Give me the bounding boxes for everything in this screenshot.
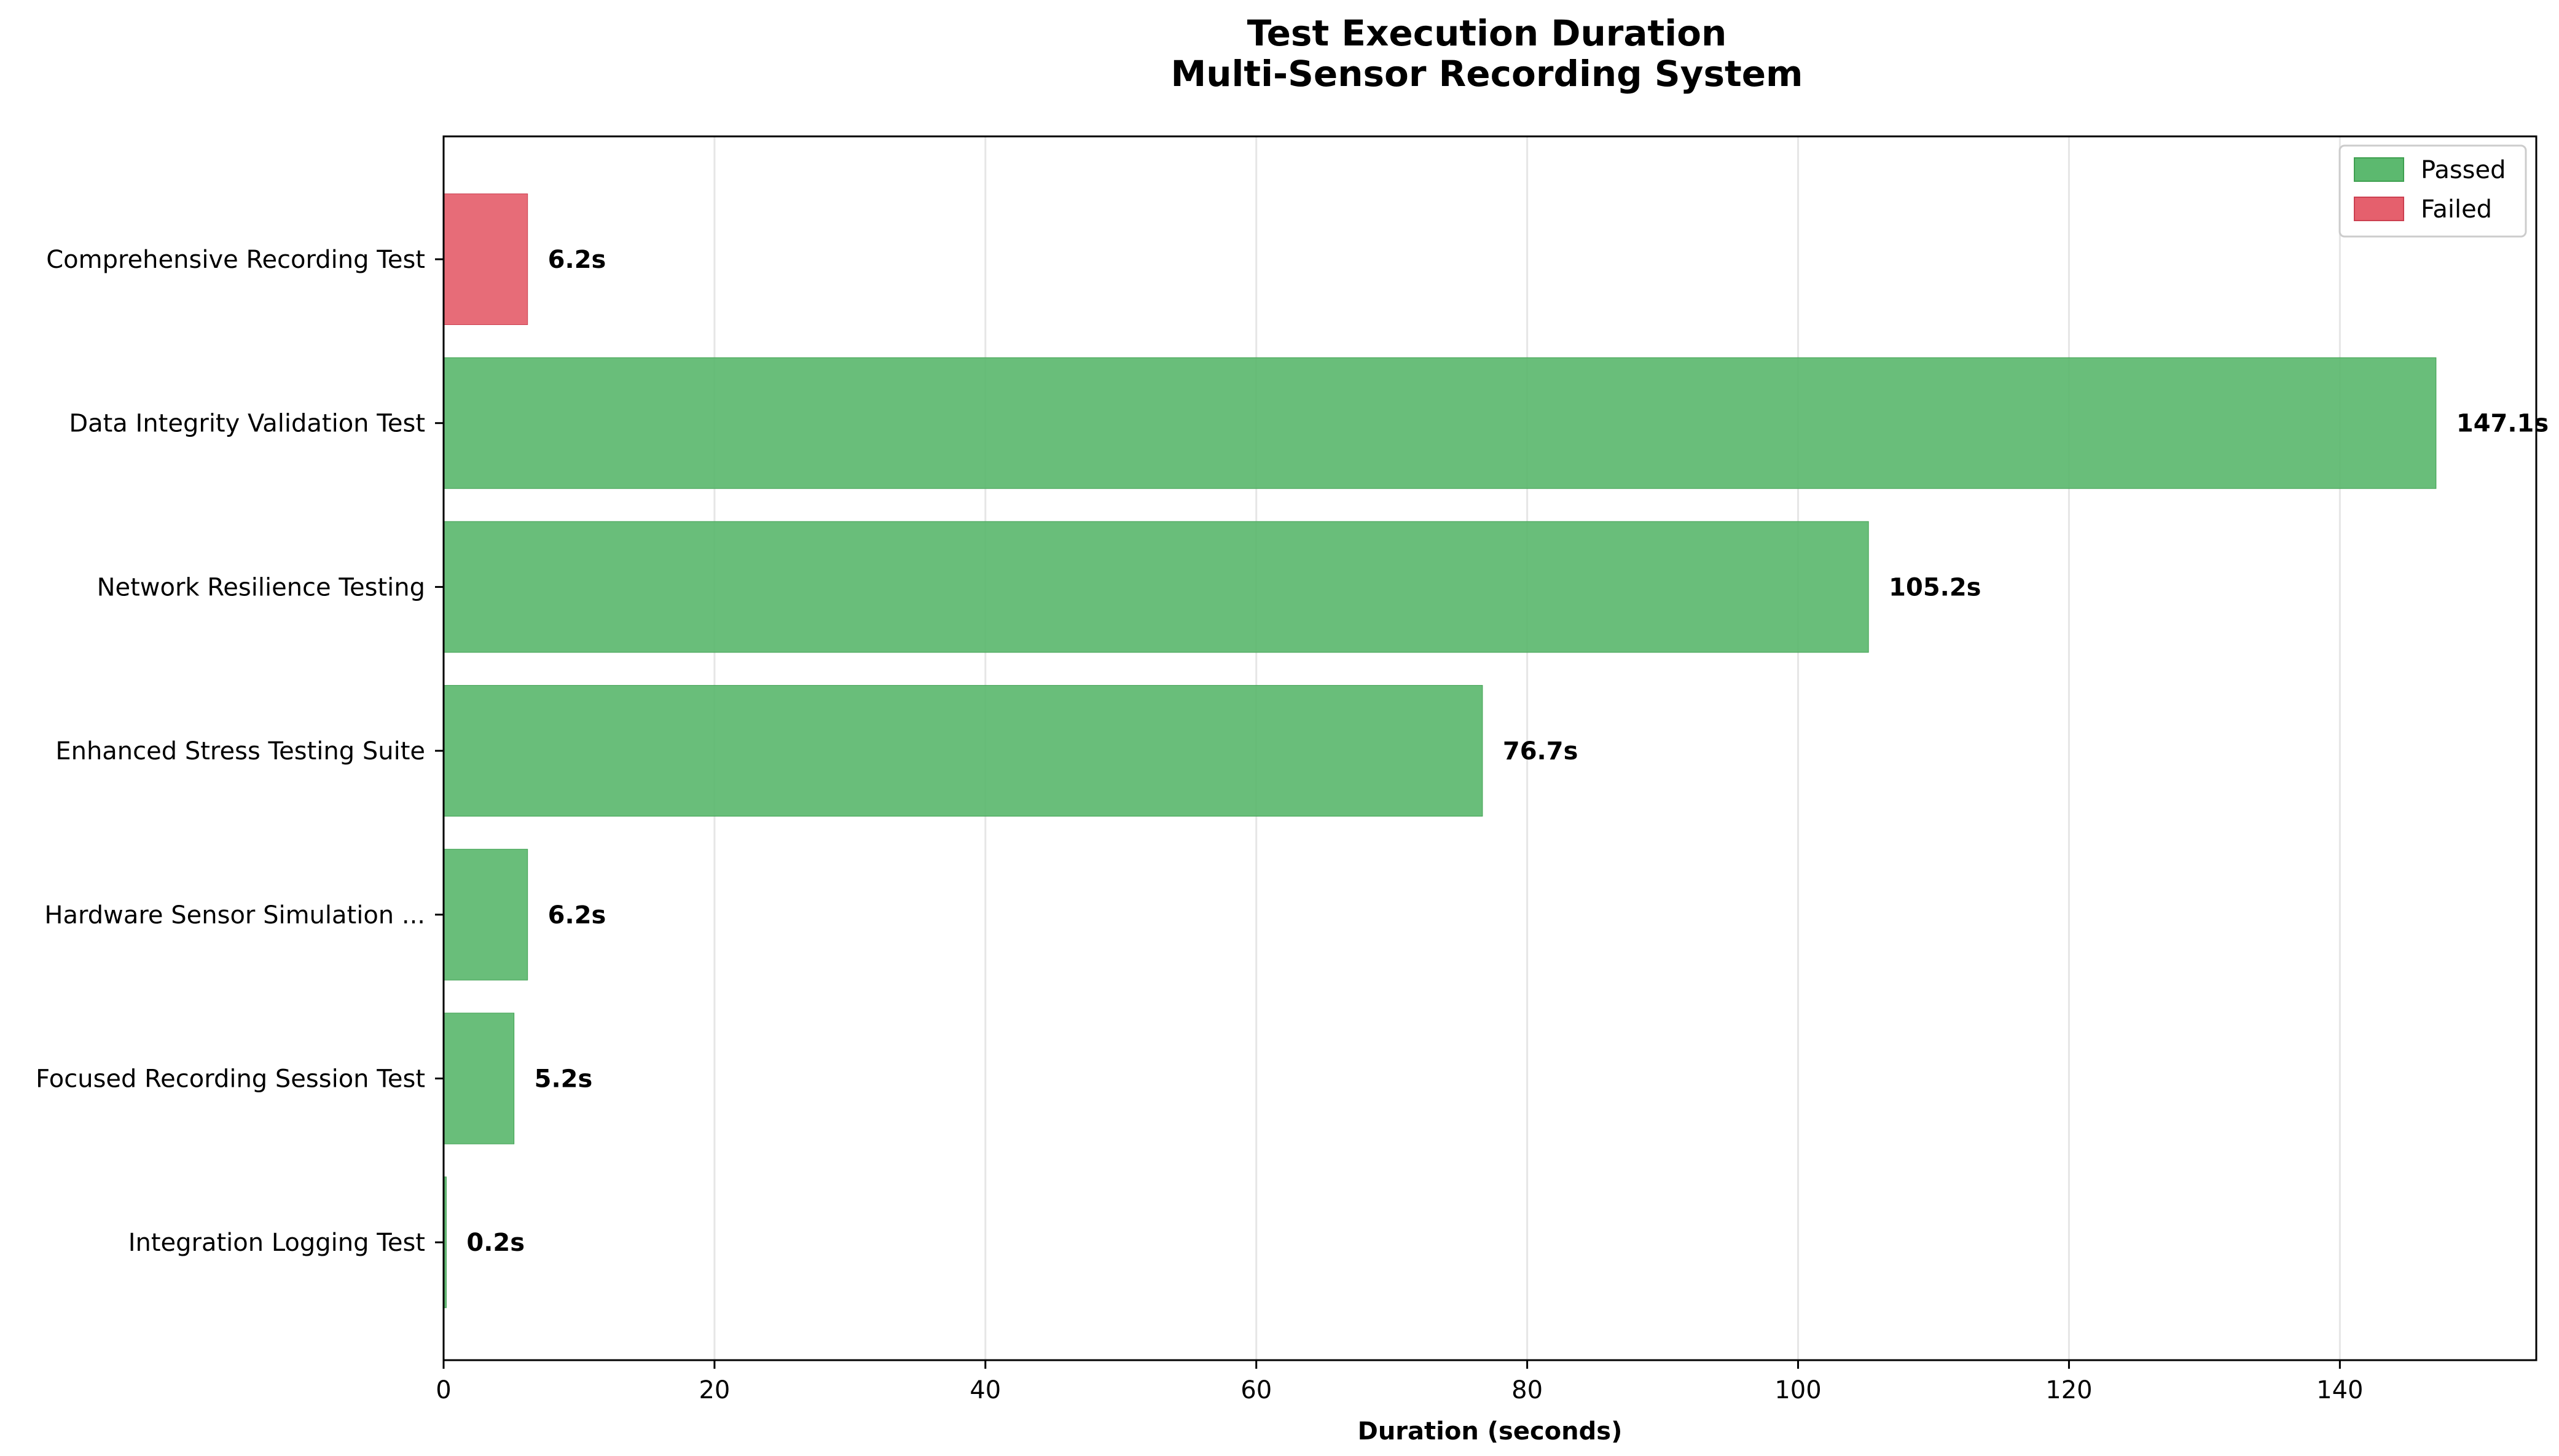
y-tick-label: Network Resilience Testing — [97, 573, 425, 601]
bar-passed — [443, 521, 1869, 653]
y-tick-label: Focused Recording Session Test — [36, 1065, 425, 1094]
bar-value-label: 0.2s — [466, 1229, 525, 1257]
y-axis-ticks: Comprehensive Recording Test Data Integri… — [36, 246, 444, 1257]
plot-frame — [442, 135, 2537, 1361]
x-axis-ticks: 0 20 40 60 80 100 120 140 — [436, 1360, 2364, 1404]
bar-value-label: 5.2s — [535, 1065, 593, 1094]
bar-passed — [443, 685, 1483, 817]
bar-value-label: 147.1s — [2456, 410, 2549, 438]
legend-swatch-passed — [2354, 157, 2404, 182]
bar-failed — [443, 194, 528, 325]
x-tick-label: 0 — [436, 1376, 451, 1404]
bars — [443, 194, 2437, 1309]
x-axis-label: Duration (seconds) — [1358, 1417, 1623, 1446]
chart-title: Test Execution Duration — [1247, 12, 1727, 54]
x-tick-label: 100 — [1774, 1376, 1821, 1404]
x-tick-label: 80 — [1511, 1376, 1543, 1404]
x-tick-label: 120 — [2045, 1376, 2092, 1404]
bar-passed — [443, 848, 528, 980]
legend-label-failed: Failed — [2421, 195, 2492, 224]
legend-swatch-failed — [2354, 197, 2404, 221]
y-tick-label: Integration Logging Test — [128, 1229, 425, 1257]
y-tick-label: Enhanced Stress Testing Suite — [55, 737, 425, 765]
bar-value-label: 6.2s — [548, 246, 606, 274]
x-tick-label: 140 — [2316, 1376, 2363, 1404]
legend-label-passed: Passed — [2421, 156, 2506, 184]
x-tick-label: 20 — [699, 1376, 730, 1404]
x-tick-label: 60 — [1240, 1376, 1272, 1404]
chart-subtitle: Multi-Sensor Recording System — [1171, 53, 1803, 95]
bar-value-label: 105.2s — [1889, 573, 1981, 601]
data-labels: 6.2s 147.1s 105.2s 76.7s 6.2s 5.2s 0.2s — [466, 246, 2549, 1257]
bar-passed — [443, 357, 2437, 489]
bar-value-label: 76.7s — [1503, 737, 1578, 765]
y-tick-label: Hardware Sensor Simulation ... — [44, 901, 425, 930]
legend: Passed Failed — [2338, 144, 2527, 238]
x-tick-label: 40 — [970, 1376, 1001, 1404]
y-tick-label: Comprehensive Recording Test — [46, 246, 425, 274]
y-tick-label: Data Integrity Validation Test — [69, 410, 425, 438]
bar-value-label: 6.2s — [548, 901, 606, 930]
bar-passed — [443, 1012, 515, 1145]
